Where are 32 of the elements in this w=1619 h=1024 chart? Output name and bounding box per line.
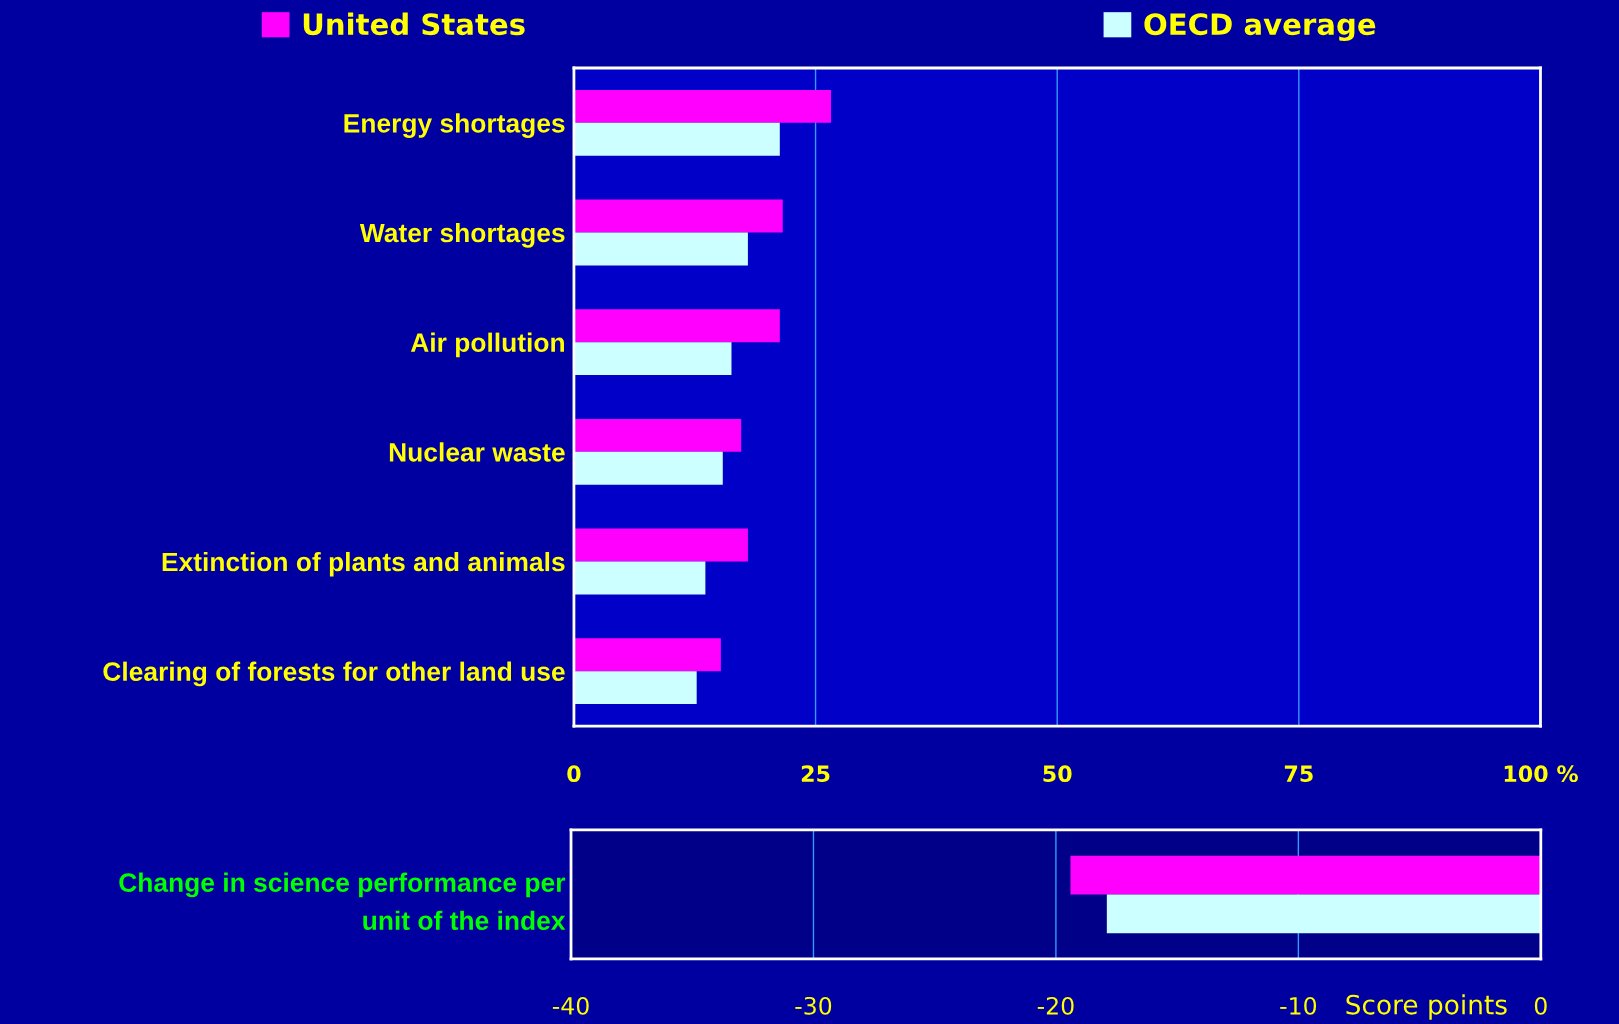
bar [573,342,732,376]
bar [573,199,783,233]
x-tick-label: 75 [1284,765,1313,783]
x-tick-label: 0 [567,765,581,783]
x-tick-label: 25 [801,765,830,783]
legend-label: OECD average [1144,13,1376,42]
bar [573,232,748,266]
y-tick-label: Nuclear waste [389,442,565,462]
y-tick-label: Water shortages [359,222,565,248]
bar [573,418,742,452]
y-tick-label: Clearing of forests for other land use [103,661,565,687]
x-tick-label: 50 [1043,765,1072,783]
y-tick-label: Change in science performance per unit of the index [119,872,566,931]
x-axis-title: Score points [1346,994,1507,1020]
bar [573,528,748,562]
x-tick-label: -30 [795,996,832,1015]
legend-label: United States [303,12,525,36]
y-tick-label: Air pollution [410,332,564,358]
x-tick-label: -20 [1037,996,1074,1015]
bar [573,671,697,705]
bar [573,309,780,343]
bar [573,638,721,672]
bar [573,89,832,123]
x-tick-label: -40 [552,996,589,1015]
x-tick-label: 100 % [1504,765,1578,783]
y-tick-label: Energy shortages [344,113,565,138]
x-tick-label: 0 [1534,996,1547,1015]
bar [573,451,723,485]
bar [573,122,780,156]
y-tick-label: Extinction of plants and animals [162,551,565,577]
x-tick-label: -10 [1280,996,1317,1015]
bar [573,561,706,595]
